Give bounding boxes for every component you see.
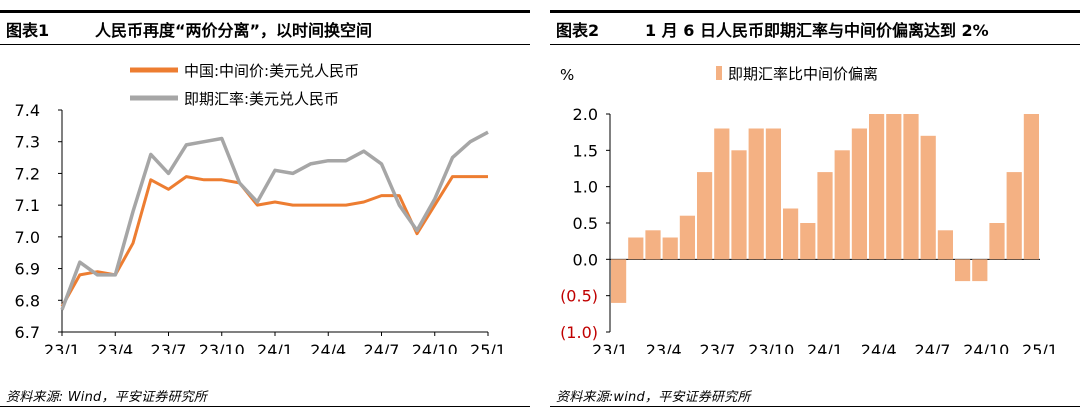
bar: [628, 237, 644, 260]
bar: [869, 114, 885, 260]
x-tick-label: 23/7: [700, 341, 736, 354]
x-tick-label: 23/10: [748, 341, 794, 354]
x-tick-label: 24/1: [807, 341, 843, 354]
x-tick-label: 24/10: [412, 341, 458, 354]
chart-panel-exchange-rate: 图表1 人民币再度“两价分离”，以时间换空间 6.7 6.8 6.9 7.0 7.1 7.…: [0, 0, 530, 414]
bar: [1006, 172, 1022, 260]
bar: [697, 172, 713, 260]
x-tick-label: 24/1: [257, 341, 293, 354]
bar: [731, 150, 747, 260]
bottom-divider: [0, 406, 530, 407]
legend-label: 即期汇率比中间价偏离: [728, 65, 878, 83]
x-tick-label: 24/7: [364, 341, 400, 354]
bar: [834, 150, 850, 260]
bar: [1023, 114, 1039, 260]
x-tick-label: 24/4: [310, 341, 346, 354]
bar: [679, 215, 695, 260]
bar: [851, 128, 867, 260]
x-tick-label: 23/1: [592, 341, 628, 354]
y-unit-label: %: [560, 66, 574, 84]
y-tick-label: 6.9: [15, 260, 40, 279]
x-tick-label: 24/4: [861, 341, 897, 354]
bar: [937, 230, 953, 260]
bar: [972, 259, 988, 282]
bar: [989, 223, 1005, 260]
y-tick-label: 6.8: [15, 291, 40, 310]
x-tick-label: 24/10: [963, 341, 1009, 354]
figure-label: 图表2: [556, 20, 600, 40]
y-tick-label: 7.3: [15, 133, 40, 152]
chart-title-bar: 图表2 1 月 6 日人民币即期汇率与中间价偏离达到 2%: [550, 10, 1080, 45]
chart-source: 资料来源:wind，平安证券研究所: [556, 390, 751, 405]
y-tick-label: 7.1: [15, 196, 40, 215]
chart-title: 人民币再度“两价分离”，以时间换空间: [95, 20, 373, 40]
y-tick-label: 1.5: [573, 141, 598, 160]
line-chart: 6.7 6.8 6.9 7.0 7.1 7.2 7.3 7.4 23/1 23/4 23/7 23/1…: [15, 62, 506, 354]
chart-title: 1 月 6 日人民币即期汇率与中间价偏离达到 2%: [645, 20, 989, 40]
x-tick-label: 23/1: [44, 341, 80, 354]
bar: [800, 223, 816, 260]
x-tick-label: 23/4: [97, 341, 133, 354]
bar: [783, 208, 799, 260]
y-tick-label: 7.4: [15, 101, 40, 120]
x-tick-label: 23/4: [646, 341, 682, 354]
legend-label: 中国:中间价:美元兑人民币: [184, 62, 359, 80]
bar: [886, 114, 902, 260]
bar: [903, 114, 919, 260]
chart-title-bar: 图表1 人民币再度“两价分离”，以时间换空间: [0, 10, 530, 45]
bar-chart: (1.0) (0.5) 0.0 0.5 1.0 1.5 2.0 23/1 23/4 23/7 23/…: [560, 65, 1058, 354]
y-tick-label: 2.0: [573, 105, 598, 124]
bar: [817, 172, 833, 260]
bar: [662, 237, 678, 260]
y-tick-label: 1.0: [573, 178, 598, 197]
x-tick-label: 23/10: [199, 341, 245, 354]
bar: [645, 230, 661, 260]
series-line-spot: [60, 130, 489, 311]
y-tick-label: 0.5: [573, 214, 598, 233]
x-tick-label: 25/1: [470, 341, 506, 354]
y-tick-label: 6.7: [15, 323, 40, 342]
x-tick-label: 25/1: [1022, 341, 1058, 354]
y-tick-label: (0.5): [560, 287, 598, 306]
chart-panel-deviation: 图表2 1 月 6 日人民币即期汇率与中间价偏离达到 2% (1.0) (0.5)…: [550, 0, 1080, 414]
y-tick-label: (1.0): [560, 323, 598, 342]
y-tick-label: 7.2: [15, 164, 40, 183]
bar: [765, 128, 781, 260]
y-tick-label: 0.0: [573, 250, 598, 269]
bar: [714, 128, 730, 260]
bar: [955, 259, 971, 282]
x-tick-label: 24/7: [915, 341, 951, 354]
x-tick-label: 23/7: [151, 341, 187, 354]
bar: [748, 128, 764, 260]
figure-label: 图表1: [6, 20, 50, 40]
series-line-central-parity: [60, 175, 488, 308]
legend-label: 即期汇率:美元兑人民币: [184, 90, 339, 108]
y-tick-label: 7.0: [15, 228, 40, 247]
chart-source: 资料来源: Wind，平安证券研究所: [6, 390, 208, 405]
bar: [611, 259, 627, 303]
bottom-divider: [550, 406, 1080, 407]
legend-swatch: [716, 66, 722, 80]
bar: [920, 135, 936, 260]
